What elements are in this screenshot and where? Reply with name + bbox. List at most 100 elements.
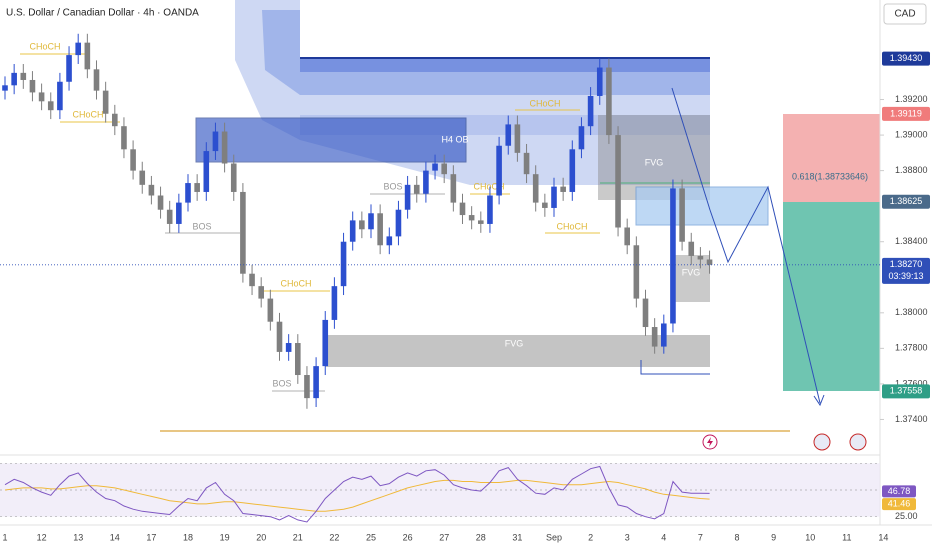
candle-body xyxy=(29,79,36,93)
candle-body xyxy=(47,101,54,111)
candle-body xyxy=(121,126,127,150)
x-tick-label: 7 xyxy=(698,532,703,542)
x-tick-label: 14 xyxy=(110,532,120,542)
y-tick-label: 1.37600 xyxy=(895,378,928,388)
candle-body xyxy=(112,113,118,127)
y-tick-label: 1.37400 xyxy=(895,414,928,424)
price-label-box xyxy=(882,384,930,399)
choch-label: CHoCH xyxy=(72,109,103,119)
candle-body xyxy=(679,188,685,242)
candle-body xyxy=(661,323,667,347)
candle-body xyxy=(551,186,557,208)
candle-body xyxy=(569,149,576,192)
candle-body xyxy=(148,184,155,196)
stop-zone xyxy=(783,114,880,202)
candle-body xyxy=(450,174,457,203)
x-tick-label: 27 xyxy=(439,532,449,542)
x-tick-label: 31 xyxy=(512,532,522,542)
fvg-label: FVG xyxy=(505,338,524,348)
candle-body xyxy=(532,174,539,203)
ob-label: H4 OB xyxy=(441,134,468,144)
candle-body xyxy=(706,259,713,265)
y-tick-label: 1.39000 xyxy=(895,129,928,139)
choch-label: CHoCH xyxy=(473,181,504,191)
candle-body xyxy=(340,241,347,287)
x-tick-label: 8 xyxy=(734,532,739,542)
x-tick-label: 14 xyxy=(878,532,888,542)
x-tick-label: 28 xyxy=(476,532,486,542)
candle-body xyxy=(2,85,8,91)
x-tick-label: 10 xyxy=(805,532,815,542)
candle-body xyxy=(20,72,27,80)
x-tick-label: 9 xyxy=(771,532,776,542)
candle-body xyxy=(670,188,676,324)
fvg-label: FVG xyxy=(645,157,664,167)
candle-body xyxy=(368,213,374,230)
candle-body xyxy=(221,131,228,164)
x-tick-label: 1 xyxy=(2,532,7,542)
cloud-band xyxy=(300,57,710,72)
fvg-zone xyxy=(325,335,710,367)
y-tick-label: 1.38800 xyxy=(895,165,928,175)
candle-body xyxy=(93,69,100,91)
flag-icon[interactable] xyxy=(849,433,867,451)
candle-body xyxy=(560,186,566,192)
profit-zone xyxy=(783,202,880,391)
target-zone xyxy=(635,186,769,226)
candle-body xyxy=(285,343,292,352)
candle-body xyxy=(331,286,338,320)
candle-body xyxy=(11,72,17,86)
y-tick-label: 1.37800 xyxy=(895,343,928,353)
candle-body xyxy=(322,319,329,367)
y-tick-label: 1.39200 xyxy=(895,94,928,104)
bos-label: BOS xyxy=(272,378,291,388)
rsi-line xyxy=(4,465,710,523)
rsi-value-label: 46.78 xyxy=(888,486,911,496)
x-tick-label: 2 xyxy=(588,532,593,542)
bos-label: BOS xyxy=(192,221,211,231)
candle-body xyxy=(587,95,594,127)
candle-body xyxy=(102,90,109,114)
candle-body xyxy=(624,227,630,246)
candle-body xyxy=(615,135,621,228)
fvg-label: FVG xyxy=(682,267,701,277)
candle-body xyxy=(57,81,63,111)
candle-body xyxy=(166,209,173,224)
candle-body xyxy=(194,183,200,192)
candle-body xyxy=(496,145,502,196)
rsi-ma-line xyxy=(4,479,710,512)
candle-body xyxy=(523,152,530,175)
fib-label: 0.618(1.38733646) xyxy=(792,171,868,181)
candle-body xyxy=(478,220,484,224)
candle-body xyxy=(542,202,548,208)
candle-body xyxy=(66,55,72,82)
price-label: 1.37558 xyxy=(890,386,923,396)
x-tick-label: 12 xyxy=(37,532,47,542)
bos-label: BOS xyxy=(383,181,402,191)
candle-body xyxy=(606,67,612,136)
flag-icon[interactable] xyxy=(813,433,831,451)
x-tick-label: 11 xyxy=(842,532,851,542)
countdown: 03:39:13 xyxy=(888,271,923,281)
x-tick-label: 3 xyxy=(625,532,630,542)
candle-body xyxy=(157,195,164,210)
candle-body xyxy=(359,220,365,230)
candle-body xyxy=(230,163,237,192)
candle-body xyxy=(505,124,512,146)
candle-body xyxy=(395,209,402,237)
price-label-box xyxy=(882,51,930,66)
candle-body xyxy=(404,184,411,210)
order-block xyxy=(195,117,467,163)
candle-body xyxy=(441,163,447,175)
candle-body xyxy=(75,42,81,56)
rsi-value-label: 41.46 xyxy=(888,498,911,508)
candle-body xyxy=(267,298,274,322)
candle-body xyxy=(487,195,493,224)
candle-body xyxy=(596,67,603,96)
candle-body xyxy=(349,220,356,242)
currency[interactable]: CAD xyxy=(894,9,915,20)
x-tick-label: 20 xyxy=(256,532,266,542)
currency-box[interactable] xyxy=(883,3,927,25)
rsi-level-label: 25.00 xyxy=(895,511,918,521)
